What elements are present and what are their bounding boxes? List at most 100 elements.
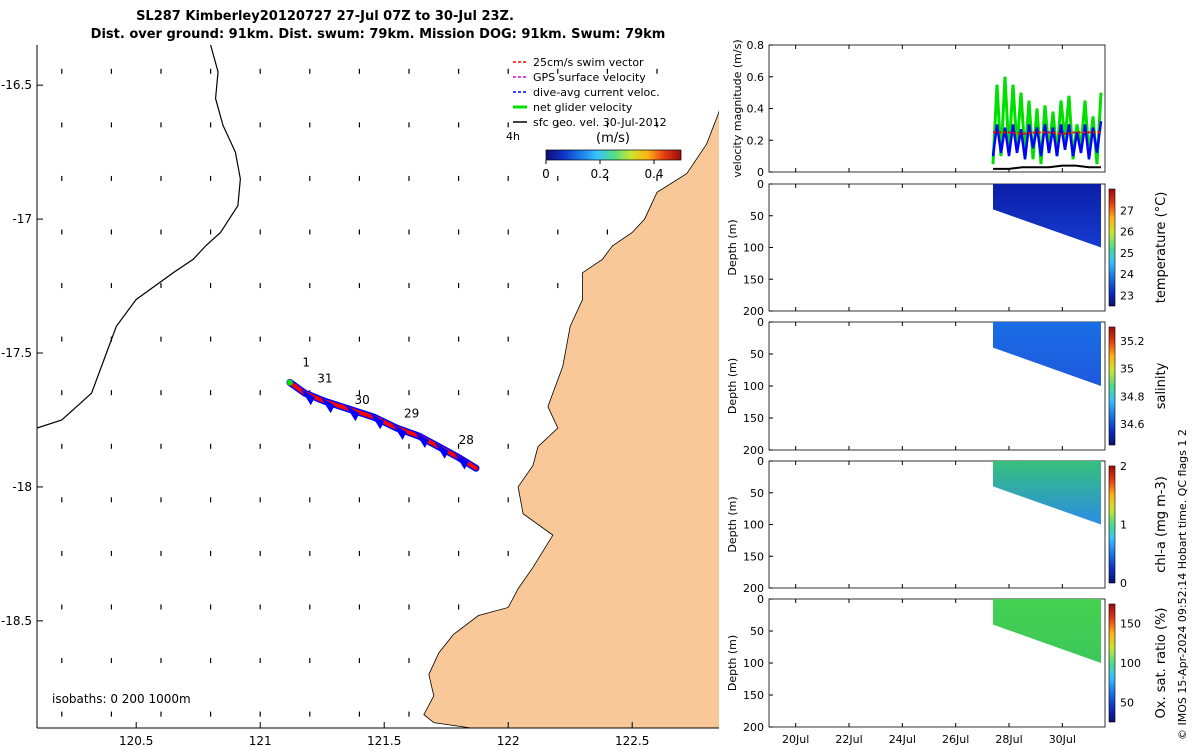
glider-track [286,378,480,472]
section-colorbar-tick: 50 [1120,696,1134,709]
colorbar-tick-label: 0.2 [590,167,609,181]
section-colorbar-tick: 25 [1120,247,1134,260]
depth-tick-label: 200 [743,582,764,595]
section-colorbar-tick: 0 [1120,577,1127,590]
day-label-1: 1 [302,355,310,369]
depth-tick-label: 100 [743,657,764,670]
map-y-tick-label: -17 [12,212,32,226]
section-panel-4: 0 50 100 150 200 Depth (m) 50 100 150 Ox. sat. ra… [726,593,1169,746]
depth-y-label: Depth (m) [726,635,739,691]
legend-entry: dive-avg current veloc. [533,86,660,99]
velocity-y-tick-label: 0.6 [747,71,765,84]
velocity-series [991,76,1103,165]
section-panel-1: 0 50 100 150 200 Depth (m) 23 24 25 26 27 temperatu… [726,178,1169,318]
depth-tick-label: 50 [750,625,764,638]
section-colorbar [1108,326,1116,446]
section-data [993,322,1101,386]
legend-entry: GPS surface velocity [533,71,646,84]
section-colorbar [1108,188,1116,307]
start-marker [286,379,293,386]
colorbar-tick-label: 0.4 [644,167,663,181]
section-colorbar-tick: 34.8 [1120,390,1145,403]
depth-tick-label: 150 [743,273,764,286]
section-colorbar-tick: 35.2 [1120,335,1145,348]
depth-tick-label: 50 [750,348,764,361]
section-colorbar-label: temperature (°C) [1154,192,1169,304]
map-y-tick-label: -18 [12,480,32,494]
depth-tick-label: 0 [757,593,764,606]
map-y-tick-label: -16.5 [1,78,32,92]
map-x-tick-label: 121.5 [367,734,401,748]
depth-y-label: Depth (m) [726,358,739,414]
day-label-28: 28 [459,433,474,447]
current-vector [320,397,335,414]
current-vector [434,442,449,459]
section-colorbar-tick: 100 [1120,657,1141,670]
isobaths-label: isobaths: 0 200 1000m [52,692,191,706]
section-colorbar-label: chl-a (mg m-3) [1154,476,1169,573]
depth-tick-label: 50 [750,210,764,223]
depth-tick-label: 200 [743,305,764,318]
map-panel: 1 31 30 29 28 120.5 121 121.5 122 122.5 -16.5 -17 -… [1,45,719,748]
dive-avg-current-track [286,378,480,472]
section-colorbar-tick: 35 [1120,363,1134,376]
figure-title-line2: Dist. over ground: 91km. Dist. swum: 79k… [91,27,666,42]
section-colorbar [1108,465,1116,584]
section-colorbar [1108,603,1116,723]
depth-tick-label: 0 [757,178,764,191]
section-data [993,599,1101,663]
section-colorbar-tick: 23 [1120,289,1134,302]
time-tick-label: 30Jul [1049,733,1076,746]
depth-tick-label: 50 [750,487,764,500]
map-y-tick-label: -17.5 [1,346,32,360]
current-vector [454,453,469,470]
map-legend: 25cm/s swim vector GPS surface velocity di… [513,56,667,129]
velocity-series [993,164,1101,170]
map-x-tick-label: 120.5 [119,734,153,748]
velocity-y-tick-label: 0.2 [747,134,765,147]
depth-tick-label: 200 [743,444,764,457]
legend-note: 4h [506,130,520,143]
legend-entry: sfc geo. vel. 30-Jul-2012 [533,116,667,129]
panel-frame [768,44,1106,173]
section-colorbar-tick: 24 [1120,268,1134,281]
isobath-line [37,45,241,429]
map-y-tick-label: -18.5 [1,614,32,628]
current-vector [392,424,407,441]
depth-tick-label: 100 [743,242,764,255]
depth-tick-label: 100 [743,380,764,393]
map-x-tick-label: 122.5 [615,734,649,748]
day-label-29: 29 [404,406,419,420]
time-tick-label: 22Jul [835,733,862,746]
map-x-tick-label: 121 [249,734,272,748]
time-tick-label: 26Jul [942,733,969,746]
section-panel-3: 0 50 100 150 200 Depth (m) 0 1 2 chl-a (mg m-3) [726,455,1169,595]
time-tick-label: 28Jul [995,733,1022,746]
depth-tick-label: 150 [743,412,764,425]
current-vector [370,413,385,430]
section-data [993,184,1101,248]
section-colorbar-tick: 2 [1120,460,1127,473]
depth-tick-label: 200 [743,721,764,734]
map-colorbar-ticks: 0 0.2 0.4 [542,160,664,181]
section-colorbar-tick: 150 [1120,618,1141,631]
day-label-31: 31 [317,371,332,385]
time-tick-label: 24Jul [889,733,916,746]
velocity-y-label: velocity magnitude (m/s) [731,39,744,177]
coastline-land [423,109,719,728]
section-colorbar-tick: 1 [1120,519,1127,532]
colorbar-label: (m/s) [596,131,630,146]
depth-tick-label: 100 [743,519,764,532]
map-colorbar [545,149,682,161]
depth-tick-label: 150 [743,689,764,702]
figure-title-line1: SL287 Kimberley20120727 27-Jul 07Z to 30… [136,9,514,24]
day-labels: 1 31 30 29 28 [302,355,474,447]
surface-velocity-vectors [61,68,658,717]
section-colorbar-label: salinity [1154,362,1169,409]
depth-tick-label: 0 [757,316,764,329]
velocity-series [993,131,1101,135]
depth-y-label: Depth (m) [726,219,739,275]
